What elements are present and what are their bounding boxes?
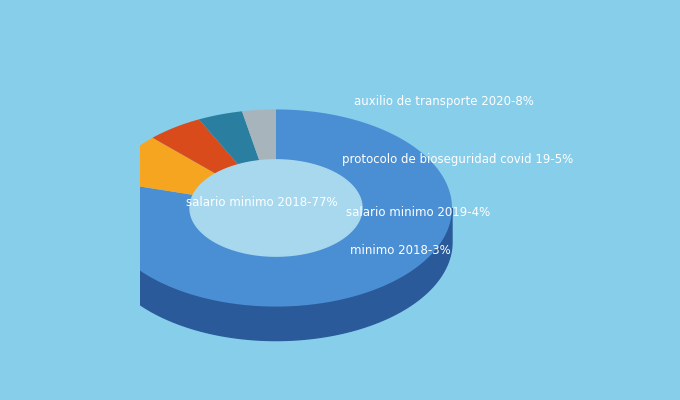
Polygon shape [242,110,276,161]
Polygon shape [152,119,238,174]
Polygon shape [190,208,362,290]
Text: salario minimo 2018-77%: salario minimo 2018-77% [186,196,338,208]
Text: auxilio de transporte 2020-8%: auxilio de transporte 2020-8% [354,96,534,108]
Polygon shape [107,138,216,195]
Polygon shape [199,111,259,165]
Text: minimo 2018-3%: minimo 2018-3% [350,244,451,256]
Polygon shape [100,208,452,340]
Polygon shape [100,110,452,306]
Text: salario minimo 2019-4%: salario minimo 2019-4% [346,206,490,219]
Text: protocolo de bioseguridad covid 19-5%: protocolo de bioseguridad covid 19-5% [342,154,573,166]
Polygon shape [190,160,362,256]
